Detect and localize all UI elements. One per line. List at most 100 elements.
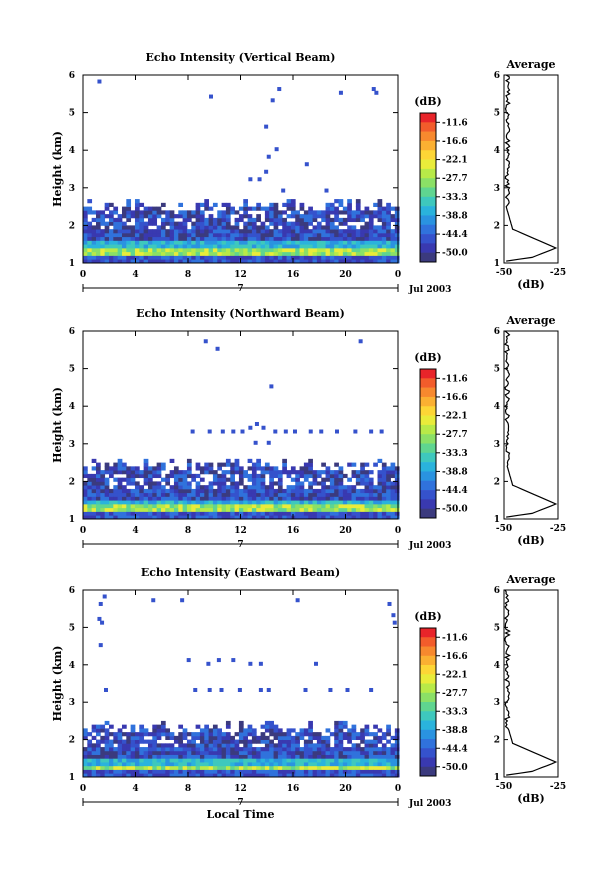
heatmap-cell [377,217,383,223]
heatmap-cell [269,236,274,241]
heatmap-cell [156,466,162,471]
heatmap-cell [100,485,106,490]
heatmap-cell [186,507,192,512]
heatmap-cell [199,466,205,471]
heatmap-cell [386,769,391,774]
heatmap-cell [100,765,106,770]
heatmap-cell [251,728,257,733]
heatmap-cell [342,210,348,215]
heatmap-cell [338,732,344,737]
heatmap-cell [186,773,192,778]
heatmap-cell [334,507,339,512]
heatmap-cell [251,255,257,260]
scattered-echo-point [379,429,384,434]
heatmap-cell [100,735,106,740]
heatmap-cell [91,477,97,482]
heatmap-cell [390,255,396,260]
heatmap-cell [377,492,383,497]
heatmap-cell [321,477,326,482]
heatmap-cell [117,735,123,740]
heatmap-cell [312,229,318,234]
heatmap-cell [295,217,300,223]
heatmap-cell [95,214,101,219]
heatmap-cell [347,255,352,260]
heatmap-cell [130,473,136,479]
heatmap-cell [143,728,149,733]
heatmap-cell [147,210,153,215]
heatmap-cell [351,462,357,467]
heatmap-cell [251,470,257,475]
scattered-echo-point [231,429,236,434]
heatmap-cell [173,473,179,479]
heatmap-cell [312,232,318,238]
heatmap-cell [269,210,274,215]
heatmap-cell [178,251,184,256]
heatmap-cell [199,511,205,516]
heatmap-cell [295,229,300,234]
heatmap-cell [169,743,175,748]
heatmap-cell [256,765,261,770]
heatmap-cell [195,225,201,230]
heatmap-cell [104,728,110,733]
heatmap-cell [234,515,240,520]
heatmap-cell [173,477,179,482]
heatmap-cell [204,739,210,744]
heatmap-cell [121,247,127,253]
heatmap-cell [225,259,231,264]
heatmap-cell [290,507,296,512]
heatmap-cell [256,232,261,238]
heatmap-cell [191,754,197,759]
heatmap-cell [230,225,235,230]
heatmap-cell [308,247,313,253]
heatmap-cell [338,481,344,486]
heatmap-cell [152,492,158,497]
heatmap-cell [334,758,339,763]
heatmap-cell [152,743,158,748]
heatmap-cell [195,511,201,516]
heatmap-cell [117,481,123,486]
heatmap-cell [303,217,309,223]
heatmap-cell [260,255,266,260]
heatmap-cell [238,735,244,740]
heatmap-cell [91,503,97,509]
heatmap-cell [329,236,335,241]
heatmap-cell [152,229,158,234]
heatmap-cell [316,236,322,241]
heatmap-cell [121,466,127,471]
heatmap-cell [139,210,145,215]
heatmap-cell [169,236,175,241]
heatmap-cell [160,477,166,482]
heatmap-cell [160,240,166,245]
heatmap-cell [234,247,240,253]
heatmap-cell [256,255,261,260]
heatmap-cell [104,762,110,767]
heatmap-cell [342,769,348,774]
heatmap-cell [282,470,287,475]
heatmap-cell [264,240,270,245]
heatmap-cell [368,762,374,767]
heatmap-cell [121,515,127,520]
heatmap-cell [108,259,114,264]
heatmap-cell [355,232,361,238]
heatmap-cell [169,247,175,253]
heatmap-cell [351,470,357,475]
heatmap-cell [104,758,110,763]
heatmap-cell [87,739,93,744]
heatmap-cell [308,485,313,490]
heatmap-cell [273,747,279,752]
heatmap-cell [230,750,235,755]
heatmap-cell [243,758,248,763]
heatmap-cell [191,743,197,748]
heatmap-cell [334,244,339,249]
heatmap-cell [377,758,383,763]
colorbar-unit: (dB) [414,95,441,108]
heatmap-cell [199,739,205,744]
heatmap-cell [312,251,318,256]
heatmap-cell [338,747,344,752]
heatmap-cell [321,470,326,475]
heatmap-cell [390,503,396,509]
heatmap-cell [173,765,179,770]
heatmap-cell [303,747,309,752]
heatmap-cell [282,236,287,241]
heatmap-cell [334,259,339,264]
